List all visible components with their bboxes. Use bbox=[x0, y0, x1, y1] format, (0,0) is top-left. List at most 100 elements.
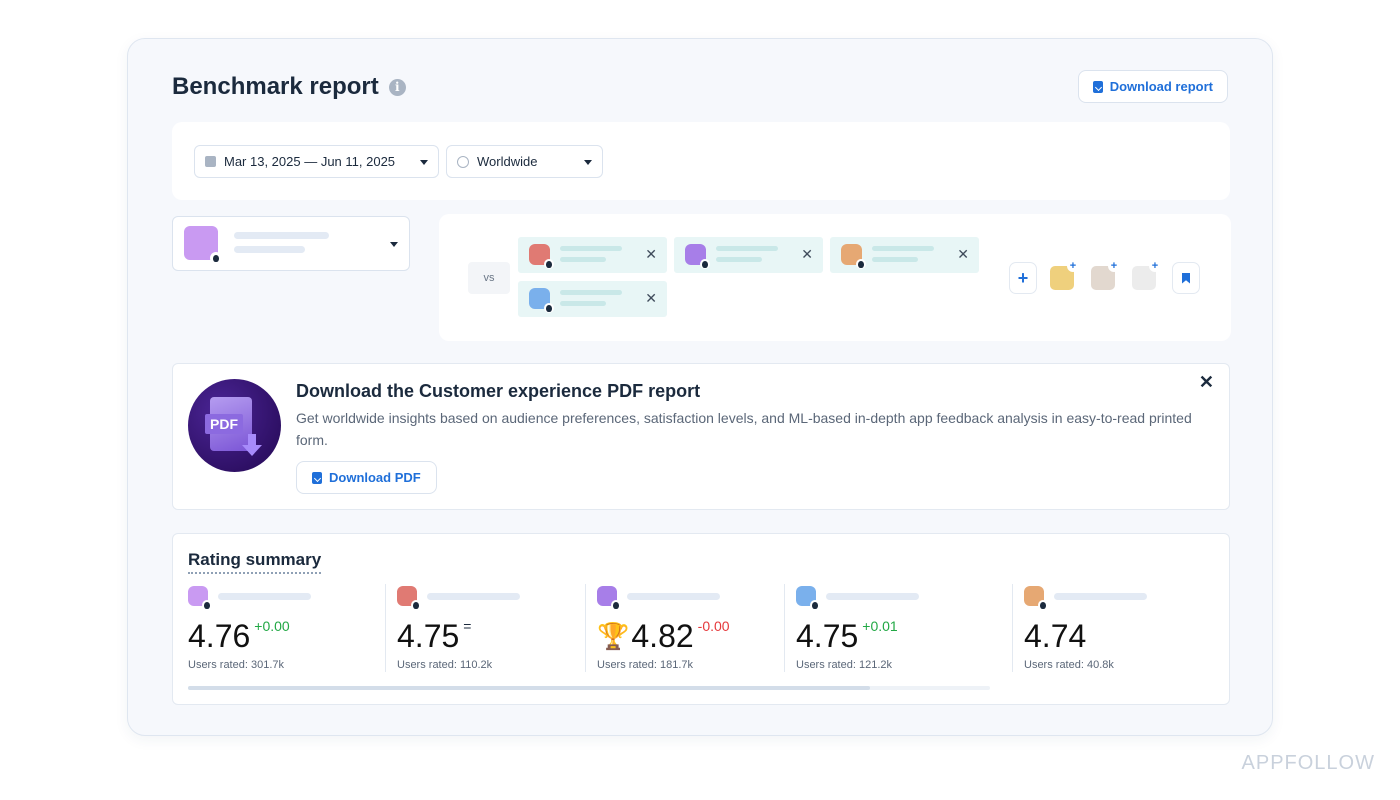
rating-column: 4.76 +0.00 Users rated: 301.7k bbox=[188, 584, 378, 674]
apple-icon bbox=[544, 259, 554, 269]
app-name-placeholder bbox=[560, 246, 622, 251]
apple-icon bbox=[202, 600, 212, 610]
remove-competitor-icon[interactable]: ✕ bbox=[957, 246, 969, 262]
globe-icon bbox=[457, 155, 469, 168]
app-meta-placeholder bbox=[560, 257, 606, 262]
plus-icon: + bbox=[1017, 268, 1029, 288]
calendar-icon bbox=[205, 156, 216, 167]
pdf-illustration: PDF bbox=[188, 379, 281, 472]
main-app-select[interactable] bbox=[172, 216, 410, 271]
brand-watermark: APPFOLLOW bbox=[1241, 752, 1375, 774]
apple-icon bbox=[810, 600, 820, 610]
plus-icon: + bbox=[1149, 260, 1161, 272]
rating-value: 4.76 bbox=[188, 618, 251, 654]
info-icon[interactable]: i bbox=[388, 78, 406, 96]
add-competitor-button[interactable]: + bbox=[1009, 262, 1037, 294]
column-divider bbox=[1012, 584, 1013, 672]
app-name-placeholder bbox=[1054, 593, 1147, 600]
users-rated: Users rated: 301.7k bbox=[188, 659, 284, 671]
app-meta-placeholder bbox=[560, 301, 606, 306]
download-report-button[interactable]: Download report bbox=[1077, 70, 1228, 103]
remove-competitor-icon[interactable]: ✕ bbox=[801, 246, 813, 262]
apple-icon bbox=[700, 259, 710, 269]
download-doc-icon bbox=[312, 471, 322, 484]
add-suggested-app-slot[interactable]: + bbox=[1132, 260, 1161, 290]
app-icon bbox=[397, 586, 421, 610]
horizontal-scrollbar[interactable] bbox=[188, 686, 990, 690]
rating-column: 4.75 +0.01 Users rated: 121.2k bbox=[784, 584, 986, 674]
chevron-down-icon bbox=[420, 160, 428, 165]
app-icon bbox=[685, 244, 710, 269]
competitor-chip[interactable]: ✕ bbox=[674, 237, 823, 273]
rating-summary-title: Rating summary bbox=[188, 550, 322, 574]
app-name-placeholder bbox=[872, 246, 934, 251]
pdf-badge: PDF bbox=[205, 414, 243, 434]
app-name-placeholder bbox=[716, 246, 778, 251]
filters-bar: Mar 13, 2025 — Jun 11, 2025 Worldwide bbox=[172, 122, 1230, 200]
download-pdf-button[interactable]: Download PDF bbox=[296, 461, 437, 494]
app-name-placeholder bbox=[560, 290, 622, 295]
rating-delta: -0.00 bbox=[697, 618, 730, 634]
rating-delta: = bbox=[463, 618, 472, 634]
chevron-down-icon bbox=[390, 242, 398, 247]
rating-delta: +0.00 bbox=[254, 618, 290, 634]
rating-value-row: 4.75 +0.01 bbox=[796, 618, 898, 655]
page-title: Benchmark report bbox=[172, 73, 379, 100]
remove-competitor-icon[interactable]: ✕ bbox=[645, 246, 657, 262]
app-meta-placeholder bbox=[234, 246, 305, 253]
rating-value: 4.75 bbox=[397, 618, 460, 654]
users-rated: Users rated: 40.8k bbox=[1024, 659, 1114, 671]
rating-value-row: 4.75 = bbox=[397, 618, 471, 655]
app-icon bbox=[796, 586, 820, 610]
report-frame: Benchmark report i Download report Mar 1… bbox=[127, 38, 1273, 736]
rating-column: 4.75 = Users rated: 110.2k bbox=[385, 584, 587, 674]
competitor-chip[interactable]: ✕ bbox=[518, 281, 667, 317]
rating-value: 4.82 bbox=[631, 618, 694, 654]
date-range-select[interactable]: Mar 13, 2025 — Jun 11, 2025 bbox=[194, 145, 439, 178]
app-icon bbox=[1024, 586, 1048, 610]
chevron-down-icon bbox=[584, 160, 592, 165]
rating-value-row: 4.76 +0.00 bbox=[188, 618, 290, 655]
app-icon bbox=[841, 244, 866, 269]
apple-icon bbox=[411, 600, 421, 610]
download-doc-icon bbox=[1092, 80, 1103, 93]
apple-icon bbox=[611, 600, 621, 610]
users-rated: Users rated: 121.2k bbox=[796, 659, 892, 671]
promo-description: Get worldwide insights based on audience… bbox=[296, 410, 1192, 448]
trophy-icon: 🏆 bbox=[597, 621, 630, 651]
app-name-placeholder bbox=[234, 232, 329, 239]
app-name-placeholder bbox=[218, 593, 311, 600]
remove-competitor-icon[interactable]: ✕ bbox=[645, 290, 657, 306]
rating-value: 4.74 bbox=[1024, 618, 1087, 654]
add-suggested-app-slot[interactable]: + bbox=[1050, 260, 1079, 290]
promo-title: Download the Customer experience PDF rep… bbox=[296, 381, 701, 401]
column-divider bbox=[784, 584, 785, 672]
rating-summary-card: Rating summary 4.76 +0.00 Users rated: 301… bbox=[172, 533, 1230, 705]
app-icon bbox=[597, 586, 621, 610]
app-name-placeholder bbox=[627, 593, 720, 600]
column-divider bbox=[585, 584, 586, 672]
bookmark-icon bbox=[1182, 272, 1190, 284]
region-value: Worldwide bbox=[477, 154, 538, 169]
region-select[interactable]: Worldwide bbox=[446, 145, 603, 178]
bookmark-button[interactable] bbox=[1172, 262, 1200, 294]
apple-icon bbox=[1038, 600, 1048, 610]
close-icon[interactable]: ✕ bbox=[1198, 372, 1214, 392]
date-range-value: Mar 13, 2025 — Jun 11, 2025 bbox=[224, 154, 396, 169]
scrollbar-thumb[interactable] bbox=[188, 686, 870, 690]
app-icon bbox=[529, 288, 554, 313]
plus-icon: + bbox=[1067, 260, 1079, 272]
compare-panel: vs ✕ ✕ ✕ ✕ + + + + bbox=[439, 214, 1231, 341]
rating-column: 4.74 Users rated: 40.8k bbox=[1012, 584, 1214, 674]
competitor-chip[interactable]: ✕ bbox=[830, 237, 979, 273]
add-suggested-app-slot[interactable]: + bbox=[1091, 260, 1120, 290]
rating-column: 🏆 4.82 -0.00 Users rated: 181.7k bbox=[585, 584, 787, 674]
app-meta-placeholder bbox=[716, 257, 762, 262]
vs-label: vs bbox=[468, 262, 510, 294]
competitor-chip[interactable]: ✕ bbox=[518, 237, 667, 273]
app-name-placeholder bbox=[826, 593, 919, 600]
rating-value: 4.75 bbox=[796, 618, 859, 654]
download-pdf-label: Download PDF bbox=[329, 470, 421, 485]
users-rated: Users rated: 110.2k bbox=[397, 659, 493, 671]
pdf-promo-banner: PDF Download the Customer experience PDF… bbox=[172, 363, 1230, 510]
